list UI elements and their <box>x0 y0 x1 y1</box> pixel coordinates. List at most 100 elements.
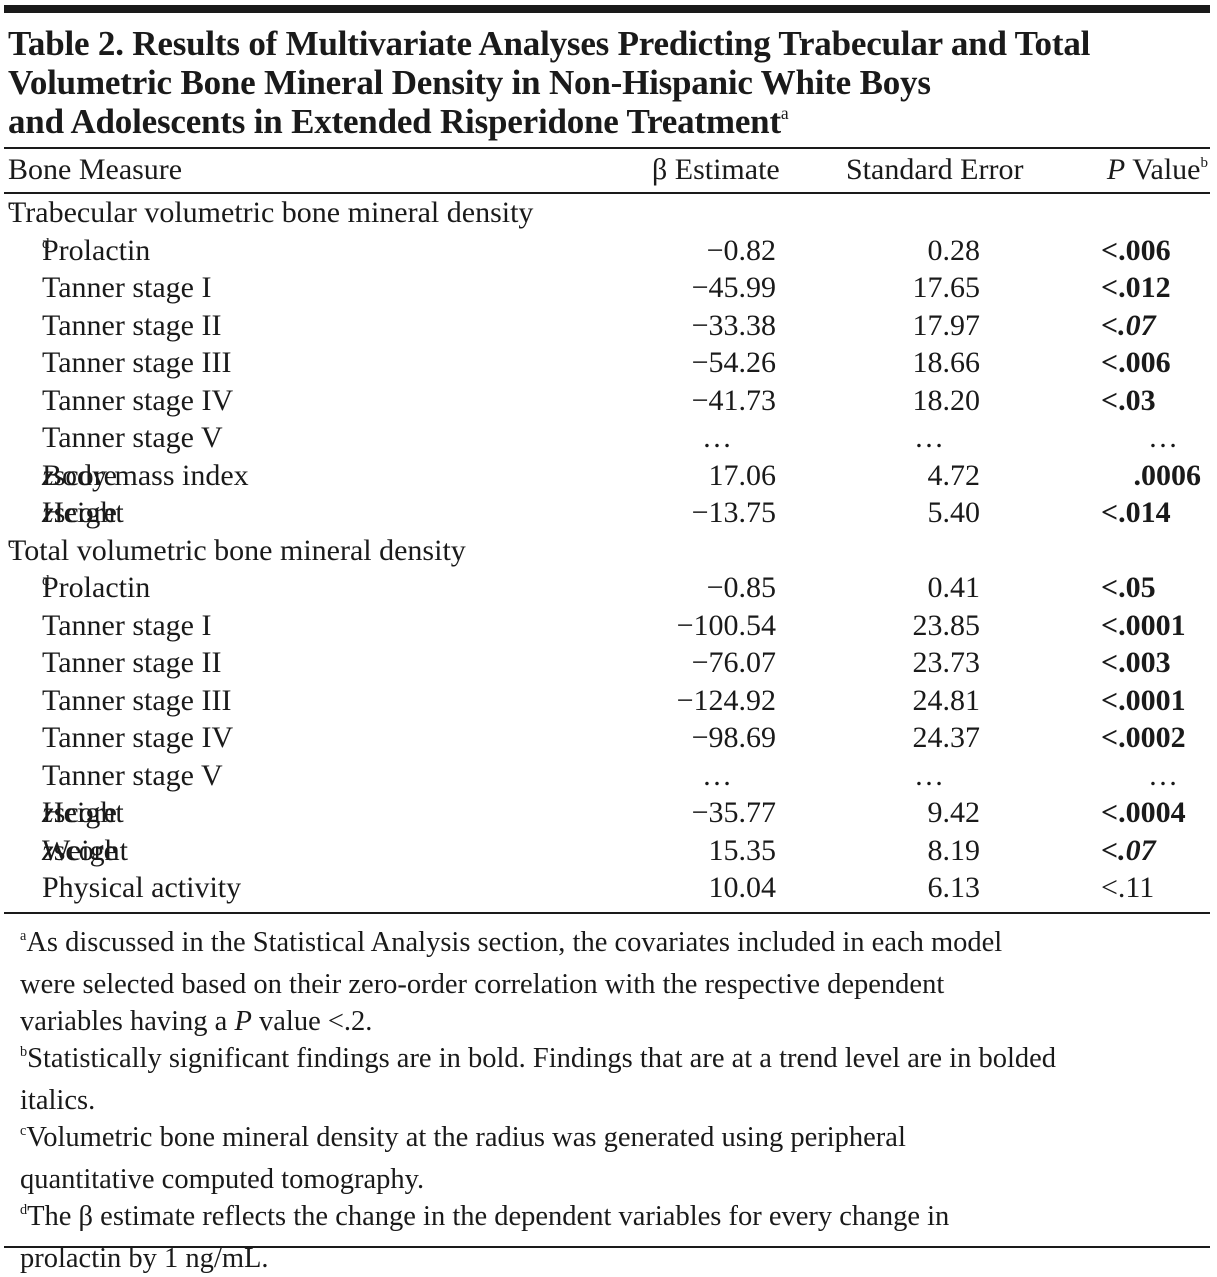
footnote-text: variables having a <box>20 1006 235 1037</box>
row-label-text: Prolactin <box>42 233 151 267</box>
table-row: Tanner stage III −124.92 24.81 <.0001 <box>0 682 1217 720</box>
beta-estimate-cell: 17.06 <box>708 458 777 492</box>
footnote-italic: P <box>234 1006 252 1037</box>
footnote-line: cVolumetric bone mineral density at the … <box>20 1119 1213 1161</box>
p-value-cell: … <box>1148 421 1178 454</box>
footnote-text: As discussed in the Statistical Analysis… <box>26 927 1003 958</box>
row-label-text: score <box>53 796 117 829</box>
footnotes: aAs discussed in the Statistical Analysi… <box>8 924 1213 1277</box>
footnote-text: value <.2. <box>251 1006 373 1037</box>
row-label-text: Tanner stage V <box>42 421 223 454</box>
standard-error-cell: … <box>914 421 944 454</box>
beta-estimate-cell: −0.82 <box>706 233 776 267</box>
standard-error-cell: 9.42 <box>927 796 981 829</box>
row-label-text: Tanner stage IV <box>42 383 234 417</box>
p-value-cell: <.006 <box>1101 346 1171 379</box>
footnote: bStatistically significant findings are … <box>8 1040 1213 1119</box>
footnote-text: quantitative computed tomography. <box>20 1164 425 1195</box>
footnote-mark: a <box>20 927 27 944</box>
row-label-text: Tanner stage III <box>42 683 232 717</box>
row-label-text: Physical activity <box>42 871 242 904</box>
beta-estimate-cell: 15.35 <box>708 833 777 867</box>
footnote-line: italics. <box>20 1082 1213 1119</box>
beta-estimate-cell: −13.75 <box>691 496 776 529</box>
table-row: Tanner stage I −45.99 17.65 <.012 <box>0 269 1217 307</box>
row-label-text: score <box>53 458 117 492</box>
row-label-italic: z <box>42 496 54 529</box>
row-label-text: Tanner stage IV <box>42 721 234 754</box>
beta-estimate-cell: −98.69 <box>691 721 776 754</box>
beta-estimate-cell: 10.04 <box>708 871 777 904</box>
row-label: Prolactin d <box>42 232 150 276</box>
p-value-cell: <.0001 <box>1101 608 1186 642</box>
table-row: Physical activity 10.04 6.13 <.11 <box>0 869 1217 907</box>
p-value-cell: <.11 <box>1101 871 1155 904</box>
column-header-p-value: P Valueb <box>1107 152 1208 193</box>
beta-estimate-cell: … <box>702 758 732 792</box>
row-label-italic: z <box>42 833 54 867</box>
footnote-line: were selected based on their zero-order … <box>20 966 1213 1003</box>
table-row: Prolactin d −0.82 0.28 <.006 <box>0 232 1217 270</box>
footnote-text: Volumetric bone mineral density at the r… <box>26 1122 906 1153</box>
footnote-mark: b <box>20 1043 28 1060</box>
standard-error-cell: … <box>914 758 944 792</box>
table-row: Body mass index z score 17.06 4.72 .0006 <box>0 457 1217 495</box>
p-value-cell: … <box>1148 758 1178 792</box>
beta-estimate-cell: −76.07 <box>691 646 776 679</box>
table-bottom-rule <box>4 912 1210 914</box>
standard-error-cell: 0.41 <box>927 571 981 604</box>
section-label-text: Trabecular volumetric bone mineral densi… <box>8 196 534 229</box>
row-label: Weight z score <box>42 832 128 870</box>
footnote-line: dThe β estimate reflects the change in t… <box>20 1198 1213 1240</box>
p-value-cell: <.014 <box>1101 496 1171 529</box>
column-header-bone-measure: Bone Measure <box>8 153 183 186</box>
footnote: cVolumetric bone mineral density at the … <box>8 1119 1213 1198</box>
row-label-text: Body mass index <box>42 458 249 492</box>
p-value-cell: <.003 <box>1101 646 1171 679</box>
row-label-text: score <box>53 496 117 529</box>
column-header-beta-estimate: β Estimate <box>652 153 780 186</box>
row-label-text: Tanner stage I <box>42 271 212 304</box>
row-label: Prolactin d <box>42 569 150 613</box>
row-label-text: Tanner stage I <box>42 608 212 642</box>
standard-error-cell: 0.28 <box>927 233 981 267</box>
footnote-mark: d <box>20 1201 28 1218</box>
table-row: Height z score −35.77 9.42 <.0004 <box>0 794 1217 832</box>
top-rule <box>4 5 1210 13</box>
table-row: Tanner stage III −54.26 18.66 <.006 <box>0 344 1217 382</box>
table-row: Tanner stage V … … … <box>0 419 1217 457</box>
beta-estimate-cell: −45.99 <box>691 271 776 304</box>
row-label-text: Tanner stage II <box>42 308 222 342</box>
beta-estimate-cell: −54.26 <box>691 346 776 379</box>
section-label: Total volumetric bone mineral density c <box>8 532 466 576</box>
beta-estimate-cell: −41.73 <box>691 383 776 417</box>
footnote-mark: d <box>42 235 50 252</box>
row-label: Body mass index z score <box>42 457 249 495</box>
beta-estimate-cell: −124.92 <box>676 683 776 717</box>
standard-error-cell: 23.73 <box>912 646 981 679</box>
p-value-cell: <.0002 <box>1101 721 1186 754</box>
header-top-rule <box>4 147 1210 149</box>
standard-error-cell: 6.13 <box>927 871 981 904</box>
standard-error-cell: 17.97 <box>912 308 981 342</box>
results-table: Trabecular volumetric bone mineral densi… <box>0 194 1217 907</box>
standard-error-cell: 18.20 <box>912 383 981 417</box>
table-row: Tanner stage II −33.38 17.97 <.07 <box>0 307 1217 345</box>
p-value-cell: <.006 <box>1101 233 1171 267</box>
footnote: dThe β estimate reflects the change in t… <box>8 1198 1213 1277</box>
title-line-text: and Adolescents in Extended Risperidone … <box>8 102 781 141</box>
row-label-text: Tanner stage V <box>42 758 223 792</box>
title-line: Volumetric Bone Mineral Density in Non-H… <box>8 63 931 102</box>
footnote-mark: c <box>20 1122 27 1139</box>
standard-error-cell: 23.85 <box>912 608 981 642</box>
standard-error-cell: 24.37 <box>912 721 981 754</box>
row-label: Height z score <box>42 794 124 832</box>
standard-error-cell: 4.72 <box>927 458 981 492</box>
beta-estimate-cell: … <box>702 421 732 454</box>
footnote-text: italics. <box>20 1085 96 1116</box>
footnote-line: variables having a P value <.2. <box>20 1003 1213 1040</box>
beta-estimate-cell: −0.85 <box>706 571 776 604</box>
footnote-text: were selected based on their zero-order … <box>20 969 945 1000</box>
row-label-text: Prolactin <box>42 571 151 604</box>
row-label-text: Weight <box>42 833 128 867</box>
